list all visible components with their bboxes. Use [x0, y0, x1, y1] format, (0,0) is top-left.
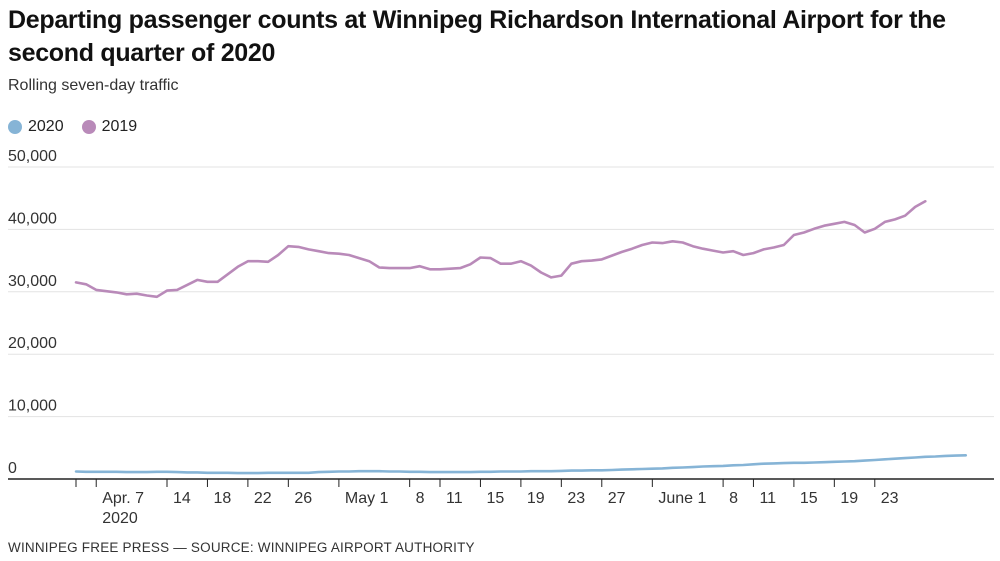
x-tick-label: 22 [254, 490, 272, 507]
series-line-2019 [74, 200, 927, 299]
x-tick-label: 14 [173, 490, 191, 507]
x-tick-label: 19 [840, 490, 858, 507]
x-tick-label: 8 [729, 490, 738, 507]
y-tick-label: 30,000 [8, 273, 57, 290]
y-tick-label: 40,000 [8, 210, 57, 227]
x-tick-label: 8 [416, 490, 425, 507]
y-tick-label: 0 [8, 460, 17, 477]
legend-item-2019[interactable]: 2019 [81, 118, 138, 136]
y-tick-label: 10,000 [8, 398, 57, 415]
x-tick-label: May 1 [345, 490, 389, 507]
legend-item-2020[interactable]: 2020 [8, 118, 64, 136]
legend-swatch-2020 [8, 120, 22, 134]
legend-label-2020: 2020 [28, 118, 64, 135]
legend: 2020 2019 [8, 118, 155, 136]
source-credit: WINNIPEG FREE PRESS — SOURCE: WINNIPEG A… [8, 540, 475, 555]
x-tick-sublabel: 2020 [102, 510, 138, 527]
x-tick-label: 11 [759, 490, 776, 507]
x-tick-label: 15 [486, 490, 504, 507]
series-line-2020 [74, 453, 968, 475]
x-tick-label: 23 [881, 490, 899, 507]
x-tick-label: 18 [213, 490, 231, 507]
x-tick-label: Apr. 7 [102, 490, 144, 507]
x-tick-label: June 1 [658, 490, 706, 507]
x-tick-label: 23 [567, 490, 585, 507]
y-tick-label: 20,000 [8, 335, 57, 352]
x-tick-label: 11 [446, 490, 463, 507]
x-tick-label: 19 [527, 490, 545, 507]
y-tick-label: 50,000 [8, 148, 57, 165]
legend-label-2019: 2019 [101, 118, 138, 135]
chart-title: Departing passenger counts at Winnipeg R… [8, 6, 946, 67]
legend-swatch-2019 [81, 120, 96, 134]
x-tick-label: 26 [294, 490, 312, 507]
chart-subtitle: Rolling seven-day traffic [8, 77, 179, 94]
x-tick-label: 27 [608, 490, 626, 507]
x-tick-label: 15 [800, 490, 818, 507]
